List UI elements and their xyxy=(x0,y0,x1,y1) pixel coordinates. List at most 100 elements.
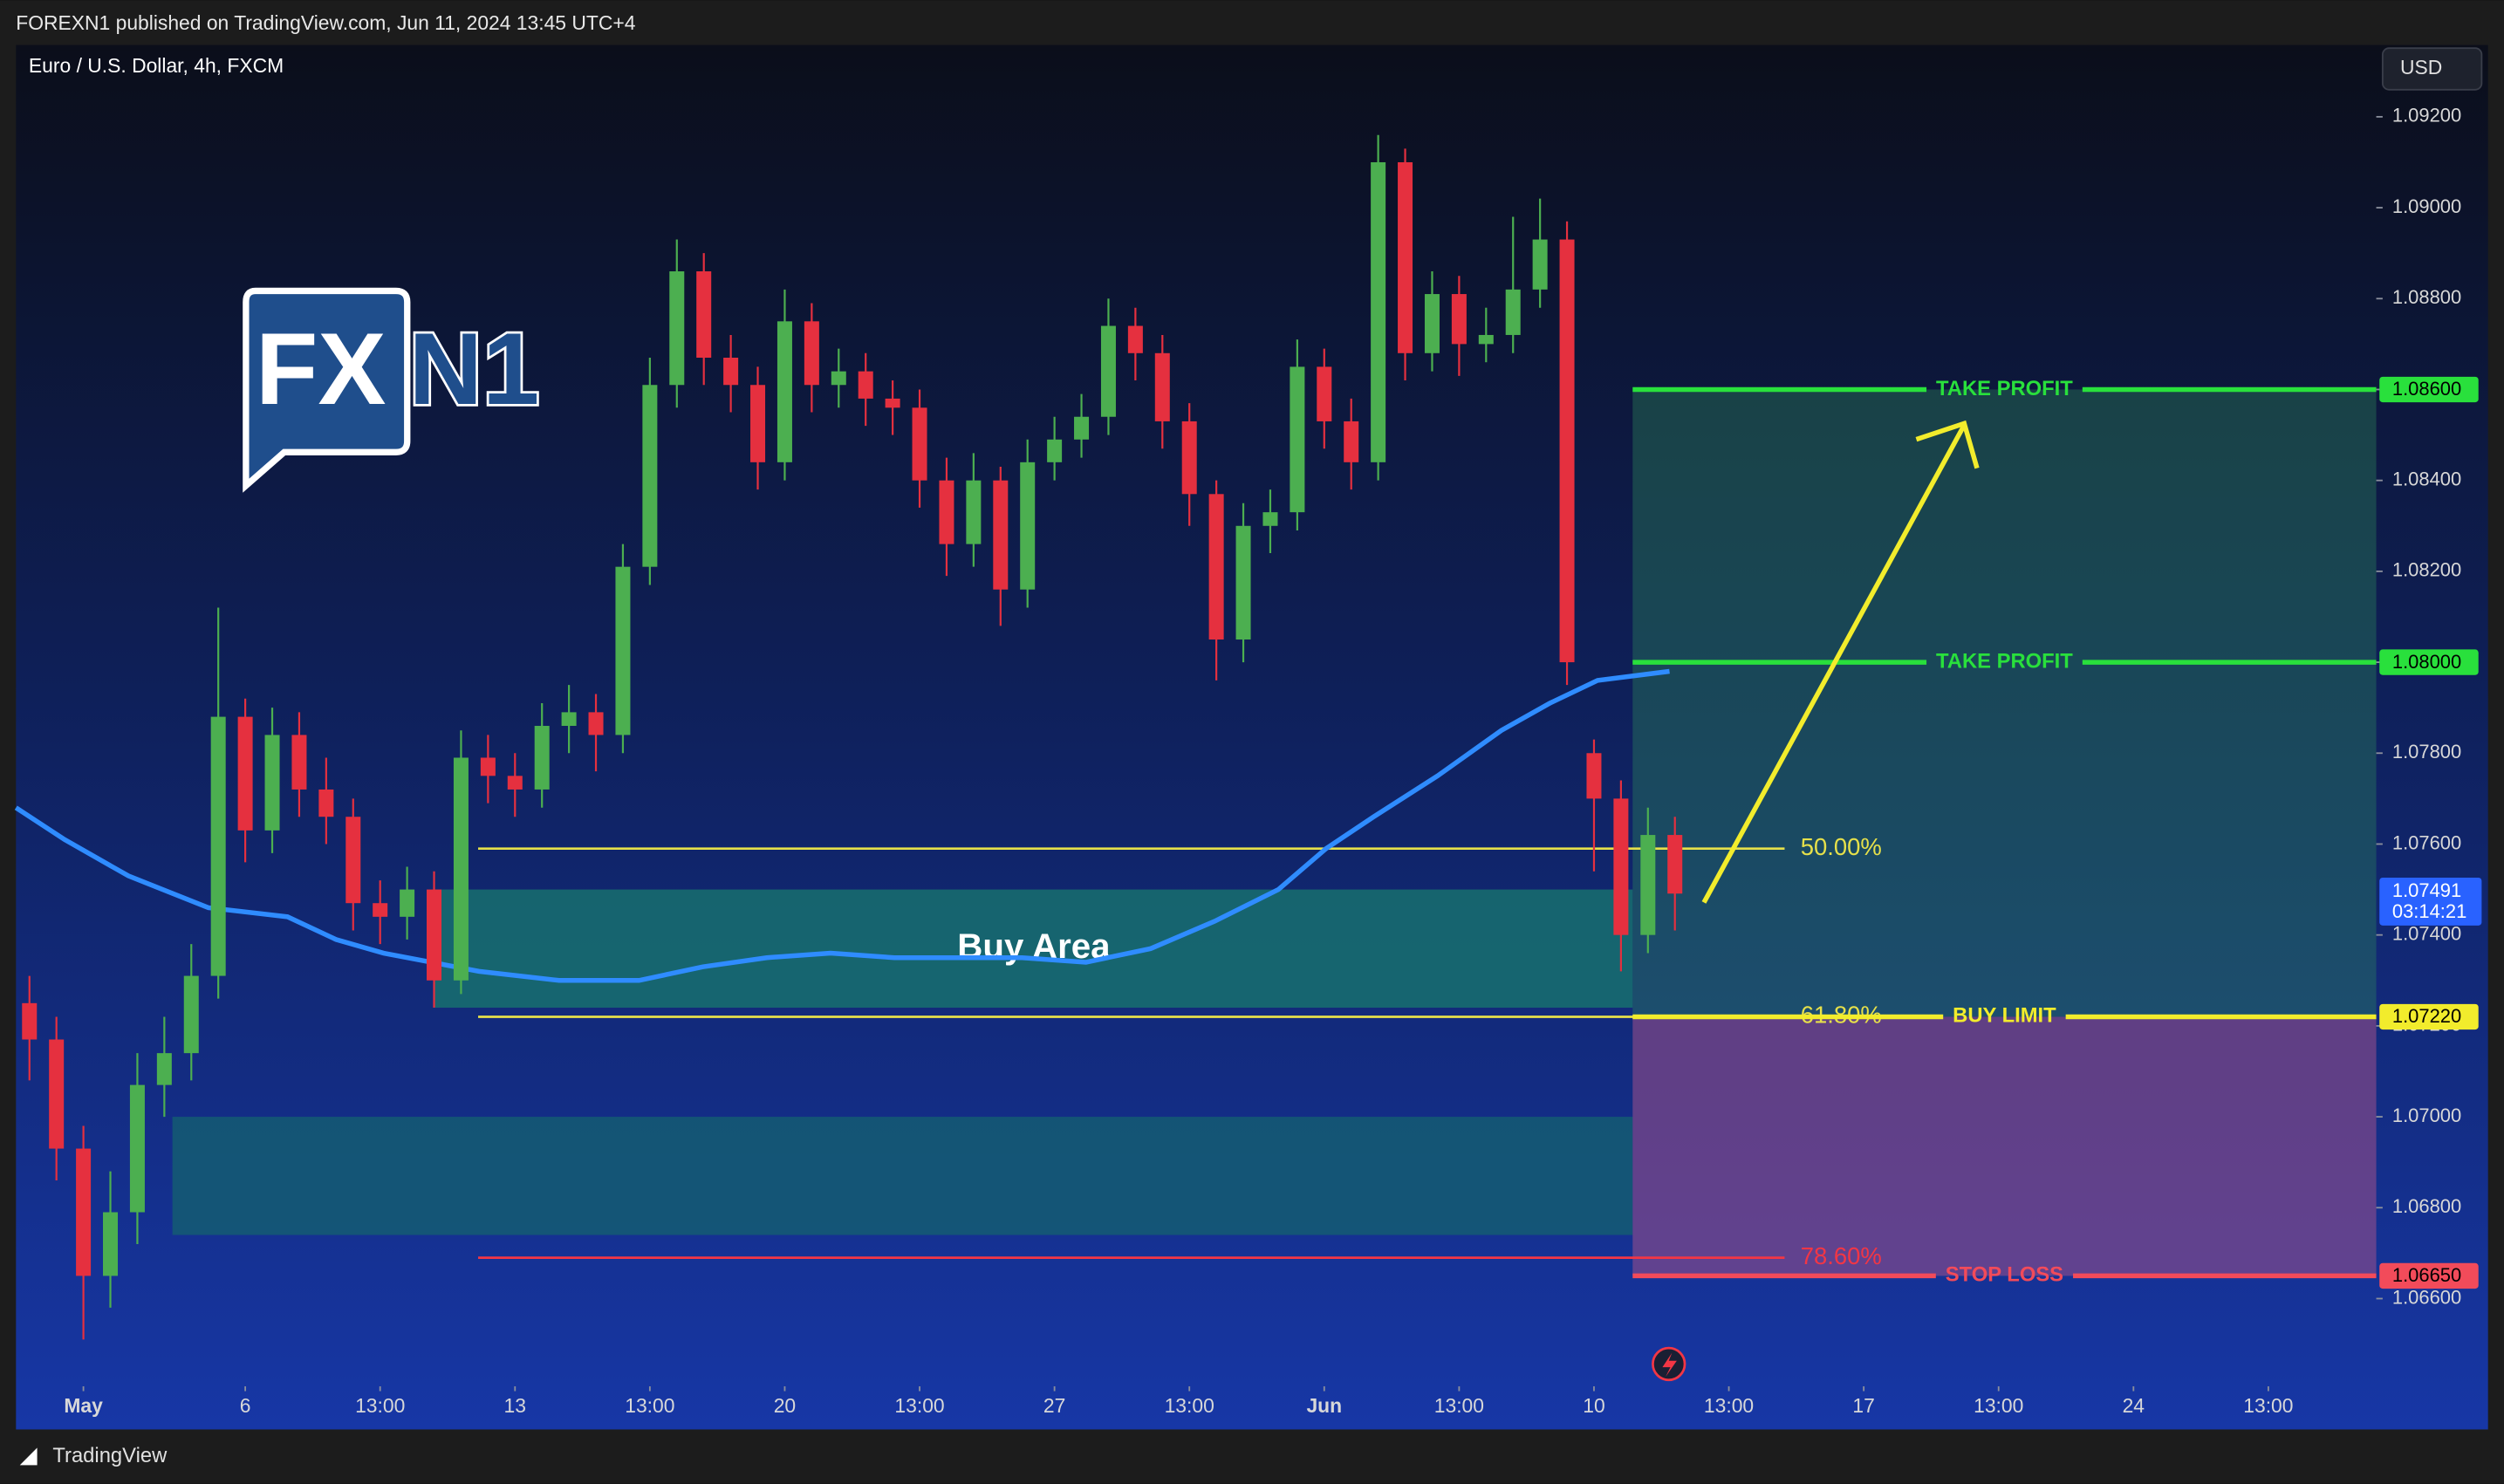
candle-body xyxy=(1371,161,1386,462)
x-tick-label: 13:00 xyxy=(2243,1394,2293,1417)
symbol-title: Euro / U.S. Dollar, 4h, FXCM xyxy=(29,54,284,77)
moving-average xyxy=(14,668,1670,983)
candle-body xyxy=(1074,416,1090,440)
candle-body xyxy=(210,716,226,976)
candle-body xyxy=(1235,525,1251,640)
candle-body xyxy=(750,385,766,462)
price-tag-label: 1.08600 xyxy=(2392,378,2461,400)
candle-body xyxy=(264,735,280,831)
candle-body xyxy=(1613,798,1629,935)
price-tag xyxy=(2379,1003,2479,1030)
candle-body xyxy=(480,757,496,776)
candle-body xyxy=(858,371,873,399)
y-tick-label: 1.06600 xyxy=(2392,1286,2461,1308)
footer-brand: TradingView xyxy=(52,1444,168,1467)
y-tick-label: 1.09000 xyxy=(2392,195,2461,217)
candle-body xyxy=(1181,421,1197,495)
candle-body xyxy=(1424,294,1440,353)
candle-body xyxy=(103,1212,119,1276)
y-tick-label: 1.08200 xyxy=(2392,559,2461,581)
y-tick-label: 1.08400 xyxy=(2392,468,2461,489)
candle-body xyxy=(400,889,415,917)
candle-body xyxy=(723,358,739,386)
price-tag xyxy=(2379,1262,2479,1289)
candle-body xyxy=(1317,366,1332,421)
candle-body xyxy=(129,1084,145,1213)
level-label: BUY LIMIT xyxy=(1953,1004,2056,1028)
candle-body xyxy=(966,480,982,544)
candle-body xyxy=(804,321,819,386)
candle-body xyxy=(993,480,1009,590)
y-tick-label: 1.07000 xyxy=(2392,1104,2461,1126)
candle-body xyxy=(939,480,954,544)
logo-fx: FX xyxy=(256,311,387,426)
y-tick-label: 1.07400 xyxy=(2392,922,2461,944)
x-tick-label: 13:00 xyxy=(894,1394,944,1417)
x-tick-label: 20 xyxy=(774,1394,796,1417)
candle-body xyxy=(453,757,469,981)
x-tick-label: May xyxy=(64,1394,103,1417)
x-tick-label: 10 xyxy=(1583,1394,1604,1417)
currency-button[interactable] xyxy=(2381,47,2483,91)
candle-body xyxy=(642,385,658,567)
candle-body xyxy=(1559,239,1575,663)
fib-label: 50.00% xyxy=(1801,833,1882,860)
logo-bubble xyxy=(243,287,411,493)
candle-body xyxy=(1290,366,1305,513)
candle-body xyxy=(1532,239,1548,290)
candle-body xyxy=(1344,421,1359,462)
candle-body xyxy=(318,789,334,817)
x-tick-label: 17 xyxy=(1852,1394,1874,1417)
x-tick-label: 13 xyxy=(504,1394,526,1417)
candle-body xyxy=(1020,462,1036,590)
level-label: STOP LOSS xyxy=(1946,1263,2063,1287)
candle-body xyxy=(561,712,577,727)
candle-body xyxy=(1047,439,1063,462)
fib-label: 78.60% xyxy=(1801,1242,1882,1269)
level-label: TAKE PROFIT xyxy=(1936,377,2073,400)
candle-body xyxy=(1451,294,1467,345)
candle-body xyxy=(427,889,442,981)
candle-body xyxy=(373,903,388,917)
x-tick-label: 13:00 xyxy=(1434,1394,1484,1417)
candle-body xyxy=(615,566,631,735)
arrow xyxy=(1701,420,1980,904)
candle-body xyxy=(1127,325,1143,353)
y-tick-label: 1.09200 xyxy=(2392,105,2461,127)
logo: FX N1 xyxy=(243,287,542,493)
publisher: FOREXN1 published on TradingView.com, Ju… xyxy=(16,11,635,34)
candle-body xyxy=(1262,512,1278,526)
candle-body xyxy=(1640,835,1656,935)
candle-body xyxy=(237,716,253,831)
arrow-head xyxy=(1915,420,1980,469)
loss-zone xyxy=(1632,1016,2377,1276)
zone xyxy=(434,889,1633,1009)
candle-body xyxy=(696,271,712,359)
last-price-tag xyxy=(2379,877,2482,926)
candle-body xyxy=(1586,753,1602,799)
candle-body xyxy=(156,1053,172,1085)
candle-body xyxy=(507,776,523,790)
candle-body xyxy=(831,371,846,386)
price-tag-label: 1.07220 xyxy=(2392,1005,2461,1027)
candle-body xyxy=(885,398,900,408)
candle-body xyxy=(588,712,604,735)
arrow-shaft xyxy=(1701,423,1967,904)
price-tag-label: 1.06650 xyxy=(2392,1264,2461,1286)
countdown-label: 03:14:21 xyxy=(2392,900,2466,922)
alert-bolt xyxy=(1662,1352,1677,1378)
y-tick-label: 1.06800 xyxy=(2392,1195,2461,1217)
candle-body xyxy=(1478,334,1494,345)
price-tag xyxy=(2379,376,2479,403)
candle-body xyxy=(1100,325,1116,417)
candle-body xyxy=(669,271,685,386)
candle-body xyxy=(183,975,199,1054)
x-tick-label: 24 xyxy=(2123,1394,2145,1417)
x-tick-label: 13:00 xyxy=(1974,1394,2023,1417)
candle-body xyxy=(1505,289,1521,335)
y-tick-label: 1.07600 xyxy=(2392,831,2461,853)
x-tick-label: 6 xyxy=(240,1394,251,1417)
y-tick-label: 1.08800 xyxy=(2392,286,2461,308)
